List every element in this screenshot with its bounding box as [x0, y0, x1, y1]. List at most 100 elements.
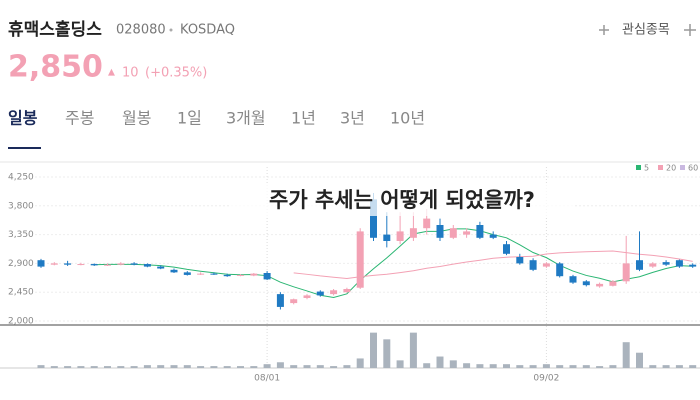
candle-body [263, 273, 271, 280]
volume-bar [37, 365, 45, 368]
stock-name: 휴맥스홀딩스 [8, 19, 102, 40]
candle-body [463, 231, 471, 235]
volume-bar [516, 365, 524, 368]
volume-bar [104, 366, 111, 368]
tab[interactable]: 1년 [291, 109, 316, 128]
legend-label: 20 [666, 164, 676, 173]
volume-bar [396, 360, 404, 368]
candle-body [64, 263, 72, 265]
ma-line [293, 250, 693, 279]
volume-bar [64, 366, 72, 368]
candle-body [170, 269, 178, 273]
legend-label: 60 [688, 164, 698, 173]
candle-body [90, 264, 98, 266]
candle-body [649, 263, 657, 267]
volume-bar [675, 365, 683, 368]
volume-bar [423, 363, 431, 368]
volume-bar [596, 366, 604, 368]
volume-bar [542, 364, 550, 368]
volume-bar [383, 339, 391, 368]
candle-body [689, 264, 697, 267]
candle-body [675, 260, 683, 267]
volume-bar [210, 366, 218, 368]
candle-body [37, 260, 45, 267]
candle-body [143, 264, 151, 267]
legend-label: 5 [644, 164, 649, 173]
candle-body [582, 281, 590, 286]
volume-bar [582, 365, 590, 368]
stock-code: 028080 [116, 23, 166, 38]
candle-body [290, 299, 298, 304]
y-tick-label: 2,900 [8, 259, 34, 269]
ma-line [94, 228, 693, 298]
price: 2,850 [8, 50, 103, 85]
candle-body [77, 264, 85, 266]
candle-body [489, 234, 497, 238]
volume-bar [130, 366, 138, 368]
tab[interactable]: 월봉 [122, 109, 151, 128]
candle-body [223, 274, 231, 277]
candle-body [183, 272, 191, 275]
tab[interactable]: 3년 [340, 109, 365, 128]
volume-bar [356, 358, 364, 368]
volume-bar [343, 365, 351, 368]
x-tick-label: 09/02 [533, 374, 559, 384]
up-arrow: ▲ [108, 68, 115, 78]
candle-body [622, 263, 630, 282]
tabs: 일봉 주봉 월봉 1일 3개월 1년 3년 10년 [8, 109, 425, 128]
candle-body [423, 218, 431, 229]
volume-bar [503, 364, 510, 368]
volume-bar [77, 366, 85, 368]
candle-body [556, 263, 564, 277]
volume-bar [489, 364, 497, 368]
candle-body [609, 281, 617, 286]
volume-bar [303, 365, 311, 368]
volume-bar [689, 365, 697, 368]
y-tick-label: 3,350 [8, 230, 34, 240]
candle-body [250, 273, 258, 276]
candle-body [396, 231, 404, 241]
candle-body [383, 234, 391, 241]
volume-bar [197, 366, 205, 368]
volume-bar [529, 365, 537, 368]
volume-bar [609, 365, 617, 368]
volume-bar [649, 365, 657, 368]
volume-bar [449, 360, 457, 368]
candle-body [356, 231, 364, 288]
volume-bar [409, 332, 417, 368]
candle-body [330, 290, 338, 295]
volume-bar [370, 332, 377, 368]
market: KOSDAQ [180, 23, 235, 38]
volume-bar [463, 363, 471, 368]
tab[interactable]: 3개월 [226, 109, 266, 128]
candle-body [542, 263, 550, 267]
tab[interactable]: 일봉 [8, 109, 38, 128]
volume-bar [330, 366, 338, 368]
candle-body [503, 244, 510, 254]
volume-bar [263, 364, 271, 368]
legend-swatch [680, 165, 685, 170]
volume-bar [157, 365, 165, 368]
candle-body [662, 262, 670, 265]
candle-body [516, 257, 524, 264]
candle-body [343, 289, 351, 293]
candle-body [476, 225, 484, 238]
candle-body [130, 263, 138, 265]
tab[interactable]: 주봉 [65, 109, 94, 128]
candle-body [409, 228, 417, 238]
tab[interactable]: 10년 [390, 109, 425, 128]
y-tick-label: 2,000 [8, 317, 34, 327]
candle-body [436, 225, 444, 238]
watch-button[interactable]: 관심종목 [599, 23, 670, 38]
tab[interactable]: 1일 [177, 109, 202, 128]
volume-bar [50, 366, 58, 368]
volume-bar [436, 356, 444, 368]
volume-bar [276, 362, 284, 368]
candle-body [529, 260, 537, 270]
y-tick-label: 4,250 [8, 173, 34, 183]
x-tick-label: 08/01 [254, 374, 280, 384]
candle-body [449, 228, 457, 238]
volume-bar [569, 365, 577, 368]
watch-label[interactable]: 관심종목 [622, 23, 670, 38]
